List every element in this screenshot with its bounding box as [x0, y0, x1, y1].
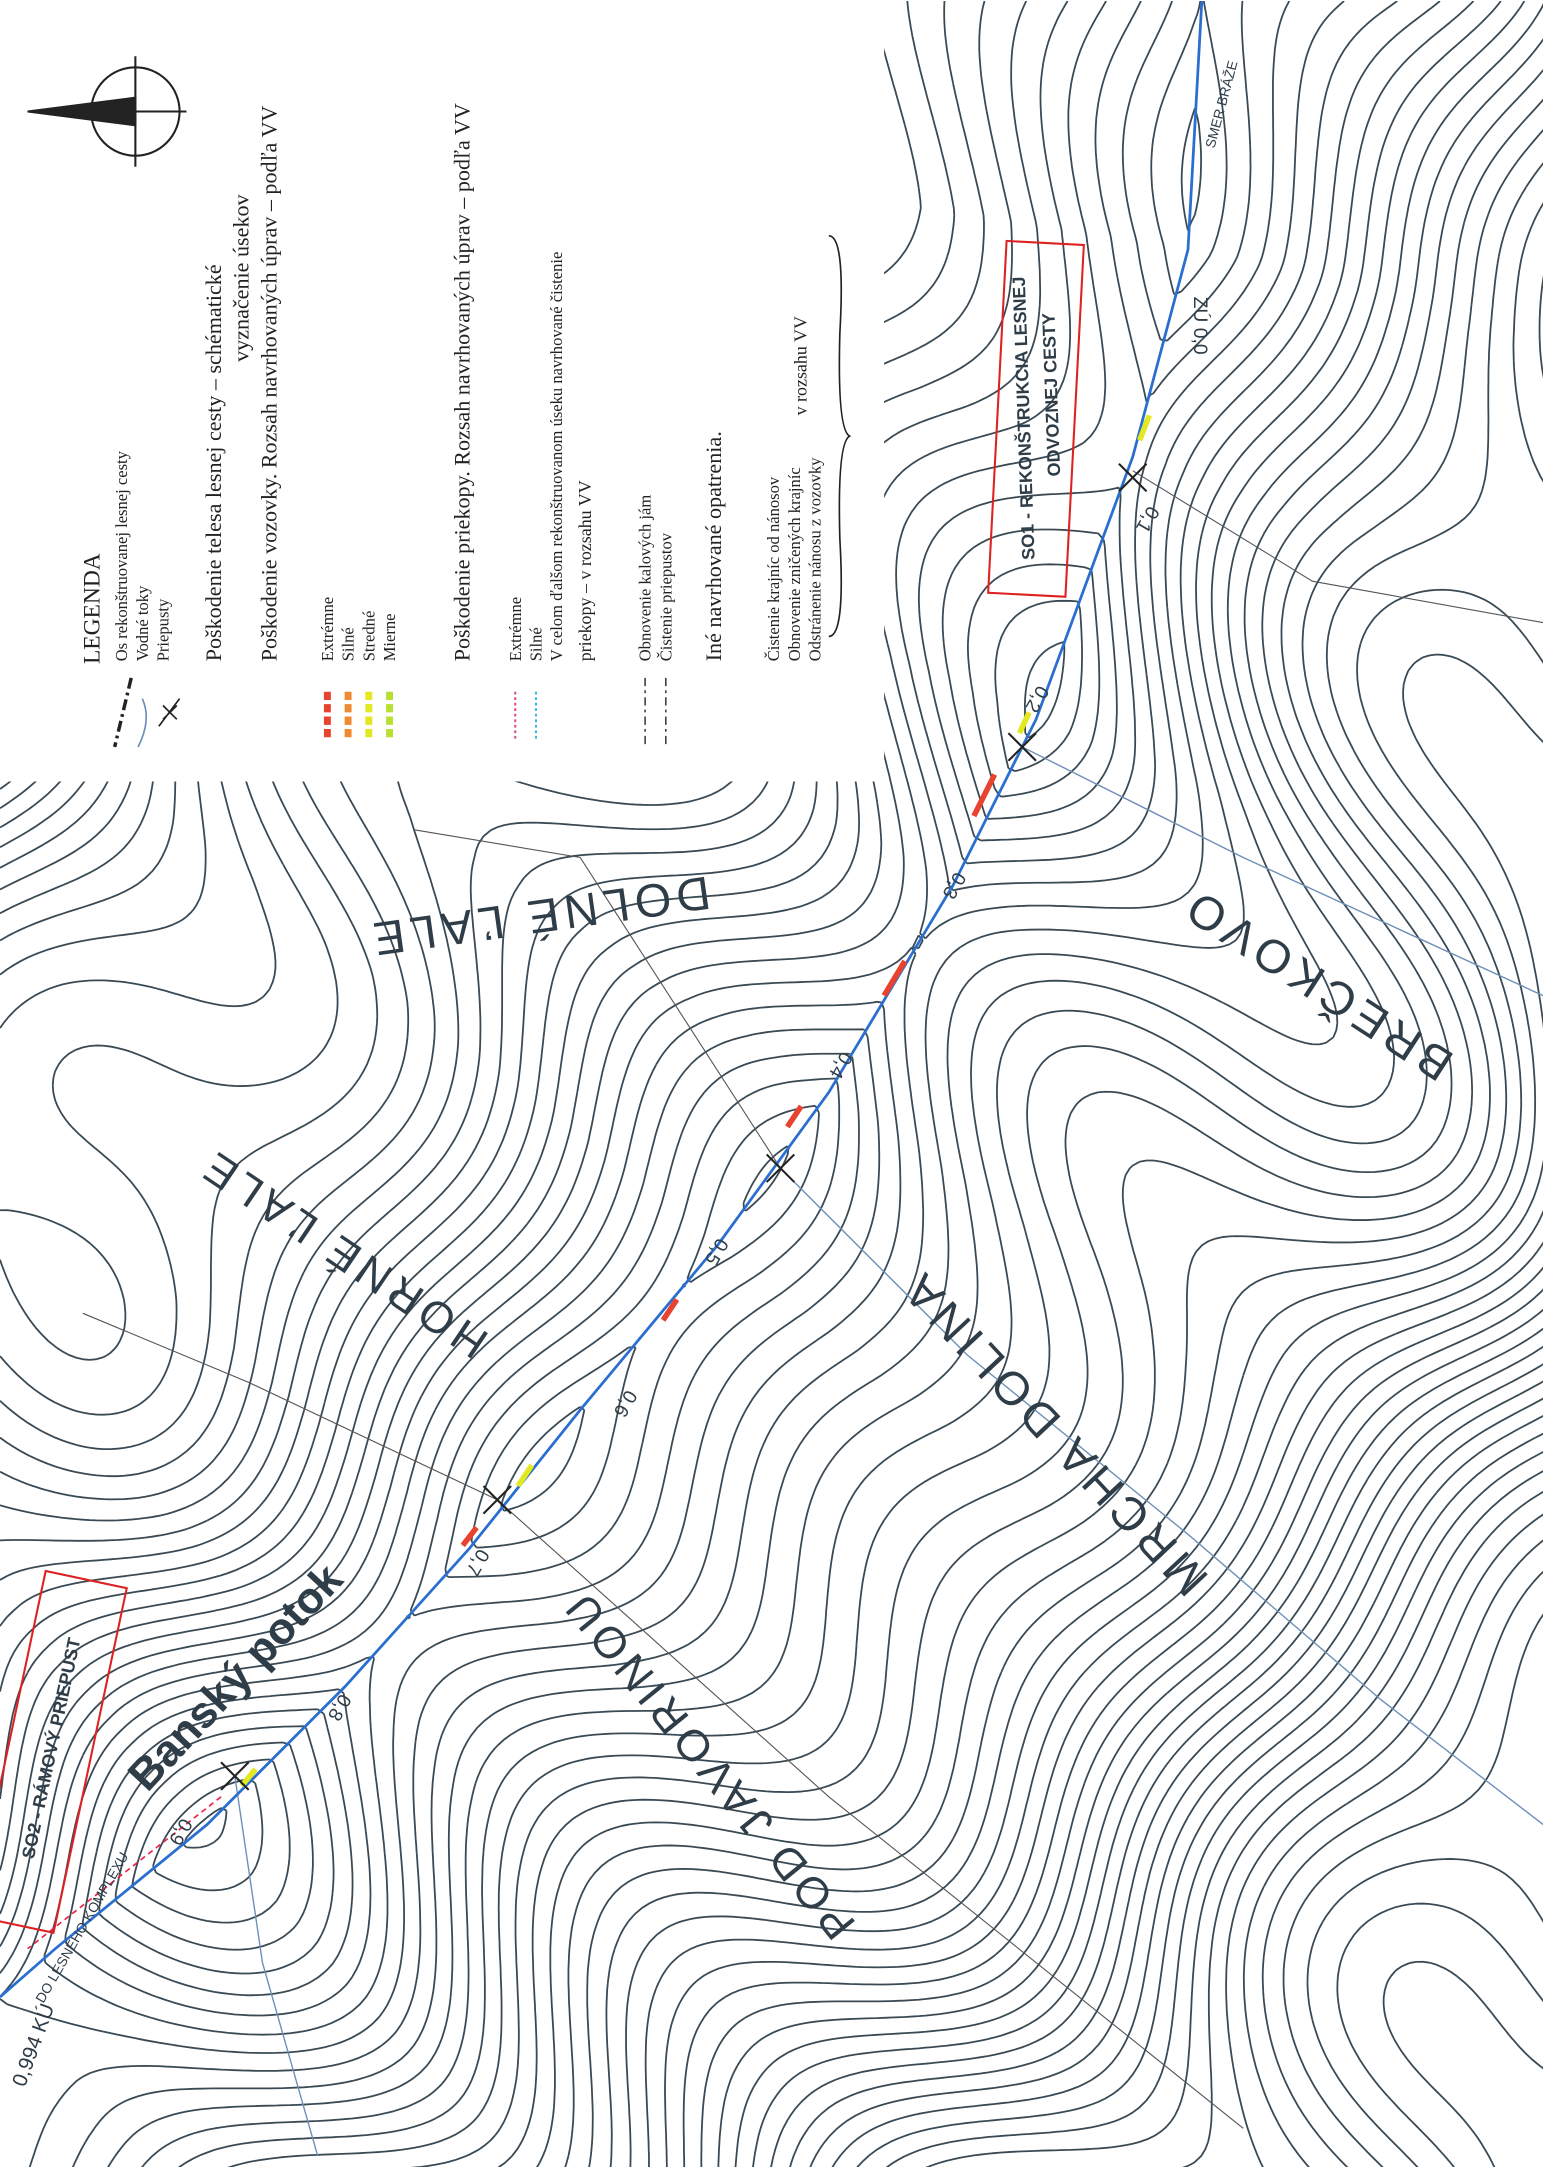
boundary	[496, 1499, 1244, 2129]
legend-text: Priepusty	[154, 598, 173, 661]
legend-text: Silné	[527, 627, 546, 661]
legend-text: Obnovenie kalových jám	[636, 495, 655, 662]
legend-text: Poškodenie vozovky. Rozsah navrhovaných …	[256, 106, 281, 662]
legend-text: Extrémne	[506, 597, 525, 661]
boundary	[82, 1312, 498, 1501]
compass	[27, 56, 187, 167]
so1-box	[987, 239, 1085, 598]
legend-text: Iné navrhované opatrenia.	[701, 431, 726, 661]
legend-text: Silné	[339, 627, 358, 661]
legend-text: Čistenie priepustov	[656, 532, 675, 661]
culverts	[220, 463, 1148, 1791]
boundary	[414, 829, 781, 1169]
damage-extreme	[460, 773, 998, 1548]
legend-symbols	[112, 235, 852, 748]
legend-text: vyznačenie úsekov	[229, 193, 254, 361]
legend-text: Os rekonštruovanej lesnej cesty	[112, 450, 131, 661]
so2-box	[0, 1569, 128, 1935]
stream	[779, 1167, 1543, 1825]
road-axis	[0, 0, 1204, 1999]
stream	[234, 1775, 319, 2157]
legend-text: V celom ďalšom rekonštruovanom úseku nav…	[547, 252, 566, 662]
legend-text: Vodné toky	[133, 585, 152, 661]
legend-text: Stredné	[359, 611, 378, 662]
legend-text: Extrémne	[318, 597, 337, 661]
map-label: ZÚ 0,0	[1189, 297, 1212, 355]
legend-text: v rozsahu VV	[791, 316, 811, 415]
legend-text: Čistenie krajníc od nánosov	[764, 476, 783, 661]
legend-text: Obnovenie zničených krajníc	[785, 467, 804, 661]
legend-text: Odstránenie nánosu z vozovky	[806, 457, 825, 661]
legend-text: priekopy – v rozsahu VV	[575, 480, 595, 661]
damage-mild	[239, 414, 1152, 1788]
boundary	[1132, 470, 1543, 624]
legend-text: LEGENDA	[79, 553, 105, 664]
legend-text: Poškodenie telesa lesnej cesty – schémat…	[201, 264, 226, 661]
ditch-extreme	[27, 1796, 222, 1950]
legend-text: Poškodenie priekopy. Rozsah navrhovaných…	[450, 103, 475, 661]
stream	[1021, 746, 1543, 997]
legend-text: Mierne	[380, 613, 399, 661]
